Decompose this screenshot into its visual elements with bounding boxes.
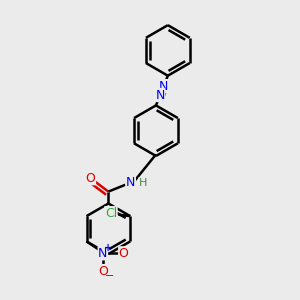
Text: +: + <box>104 243 112 253</box>
Text: O: O <box>85 172 95 185</box>
Text: N: N <box>126 176 135 189</box>
Text: −: − <box>105 272 114 281</box>
Text: H: H <box>139 178 147 188</box>
Text: Cl: Cl <box>105 207 117 220</box>
Text: N: N <box>155 88 165 101</box>
Text: O: O <box>119 247 129 260</box>
Text: N: N <box>98 247 107 260</box>
Text: O: O <box>98 265 108 278</box>
Text: N: N <box>159 80 168 93</box>
